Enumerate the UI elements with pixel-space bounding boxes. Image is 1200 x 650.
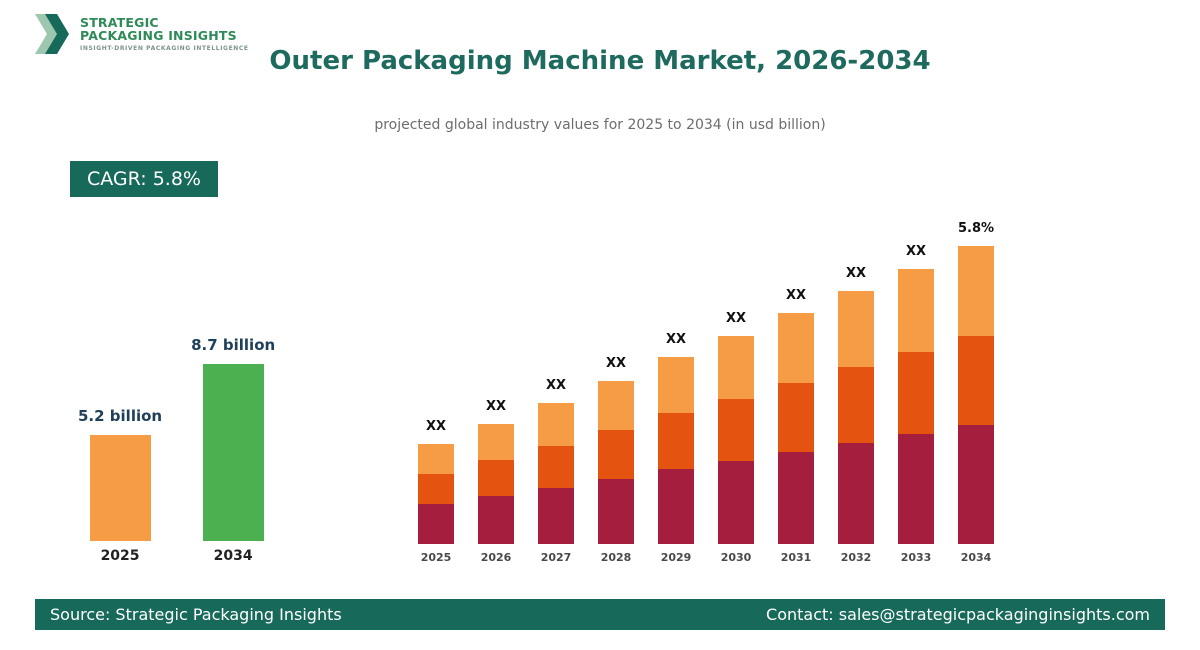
stacked-column-2033: XX 2033 [898, 244, 934, 564]
segment-top-2030 [718, 336, 754, 399]
year-tick-2029: 2029 [660, 551, 692, 564]
bar-label-2026: XX [485, 399, 507, 414]
year-tick-2032: 2032 [840, 551, 872, 564]
segment-top-2034 [958, 246, 995, 336]
segment-bottom-2034 [958, 425, 995, 544]
segment-middle-2028 [598, 430, 634, 479]
segment-bottom-2027 [538, 488, 574, 544]
bar-label-2028: XX [605, 356, 627, 371]
company-logo: STRATEGIC PACKAGING INSIGHTS INSIGHT-DRI… [35, 12, 249, 56]
segment-bottom-2025 [418, 504, 454, 544]
cagr-badge: CAGR: 5.8% [70, 161, 218, 197]
value-label-2025: 5.2 billion [78, 407, 163, 425]
segment-bottom-2031 [778, 452, 814, 544]
segment-top-2029 [658, 357, 694, 413]
bar-label-2027: XX [545, 378, 567, 393]
bar-label-2034: 5.8% [958, 221, 995, 236]
segment-top-2028 [598, 381, 634, 430]
segment-middle-2029 [658, 413, 694, 469]
stacked-column-2034: 5.8% 2034 [958, 221, 994, 564]
stacked-bar-2025 [418, 444, 454, 544]
stacked-bar-chart: XX 2025 XX 2026 XX 2027 XX 2028 XX 2029 XX 2030 XX 20… [418, 221, 994, 564]
comparison-column-2025: 5.2 billion 2025 [78, 407, 162, 564]
segment-top-2031 [778, 313, 814, 383]
year-tick-2026: 2026 [480, 551, 512, 564]
comparison-column-2034: 8.7 billion 2034 [191, 336, 275, 564]
value-label-2034: 8.7 billion [191, 336, 276, 354]
stacked-column-2025: XX 2025 [418, 419, 454, 564]
footer-contact: Contact: sales@strategicpackaginginsight… [766, 605, 1150, 624]
stacked-bar-2030 [718, 336, 754, 544]
segment-top-2032 [838, 291, 874, 367]
segment-middle-2033 [898, 352, 934, 434]
logo-line2: PACKAGING INSIGHTS [80, 27, 237, 43]
year-tick-2030: 2030 [720, 551, 752, 564]
segment-top-2027 [538, 403, 574, 446]
year-tick-2031: 2031 [780, 551, 812, 564]
segment-middle-2027 [538, 446, 574, 488]
bar-label-2032: XX [845, 266, 867, 281]
logo-text: STRATEGIC PACKAGING INSIGHTS INSIGHT-DRI… [80, 16, 249, 53]
stacked-column-2032: XX 2032 [838, 266, 874, 564]
logo-tagline: INSIGHT-DRIVEN PACKAGING INTELLIGENCE [80, 44, 249, 52]
stacked-bar-2032 [838, 291, 874, 544]
logo-chevron-icon [35, 14, 69, 54]
bar-label-2025: XX [425, 419, 447, 434]
year-label-2025: 2025 [100, 548, 140, 564]
page-title: Outer Packaging Machine Market, 2026-203… [269, 46, 931, 76]
segment-middle-2026 [478, 460, 514, 496]
stacked-bar-2033 [898, 269, 934, 544]
footer-source: Source: Strategic Packaging Insights [50, 605, 342, 624]
year-tick-2028: 2028 [600, 551, 632, 564]
year-tick-2034: 2034 [960, 551, 992, 564]
comparison-bar-2025 [89, 435, 151, 541]
stacked-bar-2029 [658, 357, 694, 544]
year-tick-2025: 2025 [420, 551, 452, 564]
stacked-bar-2034 [958, 246, 995, 544]
stacked-column-2027: XX 2027 [538, 378, 574, 564]
footer-bar: Source: Strategic Packaging Insights Con… [35, 599, 1165, 630]
stacked-column-2029: XX 2029 [658, 332, 694, 564]
page-subtitle: projected global industry values for 202… [374, 117, 826, 133]
comparison-chart: 5.2 billion 2025 8.7 billion 2034 [78, 336, 275, 564]
segment-top-2025 [418, 444, 454, 474]
stacked-column-2031: XX 2031 [778, 288, 814, 564]
segment-bottom-2032 [838, 443, 874, 544]
stacked-column-2026: XX 2026 [478, 399, 514, 564]
stacked-column-2030: XX 2030 [718, 311, 754, 564]
segment-middle-2025 [418, 474, 454, 504]
segment-bottom-2030 [718, 461, 754, 544]
segment-middle-2034 [958, 336, 995, 425]
stacked-bar-2027 [538, 403, 574, 544]
year-tick-2033: 2033 [900, 551, 932, 564]
bar-label-2029: XX [665, 332, 687, 347]
segment-top-2033 [898, 269, 934, 352]
logo-line1: STRATEGIC [80, 14, 159, 30]
bar-label-2031: XX [785, 288, 807, 303]
segment-bottom-2029 [658, 469, 694, 544]
segment-bottom-2033 [898, 434, 934, 544]
segment-middle-2031 [778, 383, 814, 452]
year-label-2034: 2034 [213, 548, 253, 564]
segment-middle-2030 [718, 399, 754, 461]
segment-bottom-2028 [598, 479, 634, 544]
year-tick-2027: 2027 [540, 551, 572, 564]
stacked-bar-2031 [778, 313, 814, 544]
bar-label-2033: XX [905, 244, 927, 259]
stacked-column-2028: XX 2028 [598, 356, 634, 564]
comparison-bar-2034 [202, 364, 264, 541]
segment-bottom-2026 [478, 496, 514, 544]
stacked-bar-2028 [598, 381, 634, 544]
segment-middle-2032 [838, 367, 874, 443]
bar-label-2030: XX [725, 311, 747, 326]
segment-top-2026 [478, 424, 514, 460]
stacked-bar-2026 [478, 424, 514, 544]
